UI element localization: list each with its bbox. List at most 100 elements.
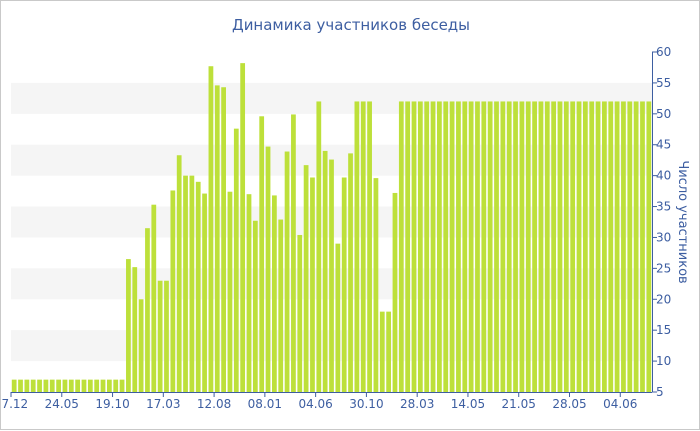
bar — [18, 379, 23, 392]
x-tick-label: 28.05 — [552, 397, 586, 411]
bar — [56, 379, 61, 392]
bar — [265, 146, 271, 392]
bar — [424, 101, 430, 392]
y-tick-label: 50 — [656, 107, 671, 121]
bar — [272, 195, 277, 392]
bar — [348, 153, 353, 392]
x-tick-label: 27.12 — [1, 397, 28, 411]
bar — [94, 379, 100, 392]
bar — [227, 191, 233, 392]
bar — [37, 379, 42, 392]
y-tick-label: 35 — [656, 200, 671, 214]
bar — [284, 151, 290, 392]
bar — [75, 379, 81, 392]
y-tick-label: 55 — [656, 76, 671, 90]
bar — [202, 193, 207, 392]
bar — [500, 101, 506, 392]
bar — [100, 379, 106, 392]
bar — [379, 311, 385, 392]
bar — [329, 159, 334, 392]
bar — [157, 280, 163, 392]
bar — [481, 101, 487, 392]
bar — [221, 87, 226, 393]
y-tick-label: 45 — [656, 138, 671, 152]
bar — [62, 379, 68, 392]
y-tick-label: 15 — [656, 323, 671, 337]
bar — [468, 101, 474, 392]
bar — [49, 379, 55, 392]
bar — [551, 101, 557, 392]
x-tick-label: 08.01 — [248, 397, 282, 411]
y-tick-label: 60 — [656, 45, 671, 59]
x-tick-label: 28.03 — [400, 397, 434, 411]
bars-group — [11, 63, 652, 393]
bar — [214, 85, 220, 392]
bar — [341, 177, 347, 392]
bar — [176, 155, 182, 392]
bar — [354, 101, 360, 392]
x-tick-label: 14.05 — [451, 397, 485, 411]
bar — [646, 101, 652, 392]
bar — [360, 101, 366, 392]
bar — [640, 101, 645, 392]
bar — [240, 63, 246, 392]
bar — [208, 66, 214, 392]
y-tick-label: 5 — [656, 385, 664, 399]
bar — [145, 228, 150, 392]
bar — [335, 243, 341, 392]
bar — [138, 299, 144, 392]
bar — [113, 379, 119, 392]
bar — [106, 379, 112, 392]
bar — [183, 175, 188, 392]
y-tick-label: 30 — [656, 230, 671, 244]
chart-title: Динамика участников беседы — [232, 16, 470, 34]
x-tick-label: 04.06 — [298, 397, 332, 411]
bar — [164, 280, 169, 392]
bar — [303, 165, 309, 392]
bar — [633, 101, 639, 392]
bar — [386, 311, 391, 392]
bar — [437, 101, 442, 392]
bar — [367, 101, 372, 392]
bar — [68, 379, 74, 392]
x-tick-label: 04.06 — [603, 397, 637, 411]
bar — [405, 101, 411, 392]
bar — [151, 204, 157, 392]
bar — [449, 101, 455, 392]
x-tick-label: 24.05 — [45, 397, 79, 411]
bar — [544, 101, 550, 392]
bar — [246, 194, 252, 392]
bar — [233, 128, 239, 392]
bar — [316, 101, 322, 392]
bar — [627, 101, 633, 392]
x-tick-label: 19.10 — [95, 397, 129, 411]
bar — [24, 379, 30, 392]
bar — [373, 178, 379, 392]
bar — [398, 101, 404, 392]
bar — [443, 101, 449, 392]
bar — [430, 101, 436, 392]
bar — [621, 101, 626, 392]
y-tick-label: 40 — [656, 169, 671, 183]
y-tick-label: 25 — [656, 261, 671, 275]
bar — [43, 379, 49, 392]
bar — [614, 101, 620, 392]
bar — [576, 101, 582, 392]
bar — [475, 101, 480, 392]
bar — [170, 190, 176, 392]
bar — [506, 101, 512, 392]
bar — [417, 101, 423, 392]
bar — [11, 379, 17, 392]
bar — [291, 114, 296, 392]
bar — [589, 101, 595, 392]
bar — [252, 220, 258, 392]
bar — [487, 101, 493, 392]
bar — [570, 101, 576, 392]
bar — [195, 181, 201, 392]
bar — [513, 101, 518, 392]
bar — [519, 101, 525, 392]
bar — [411, 101, 417, 392]
bar — [278, 219, 284, 392]
x-tick-label: 30.10 — [349, 397, 383, 411]
